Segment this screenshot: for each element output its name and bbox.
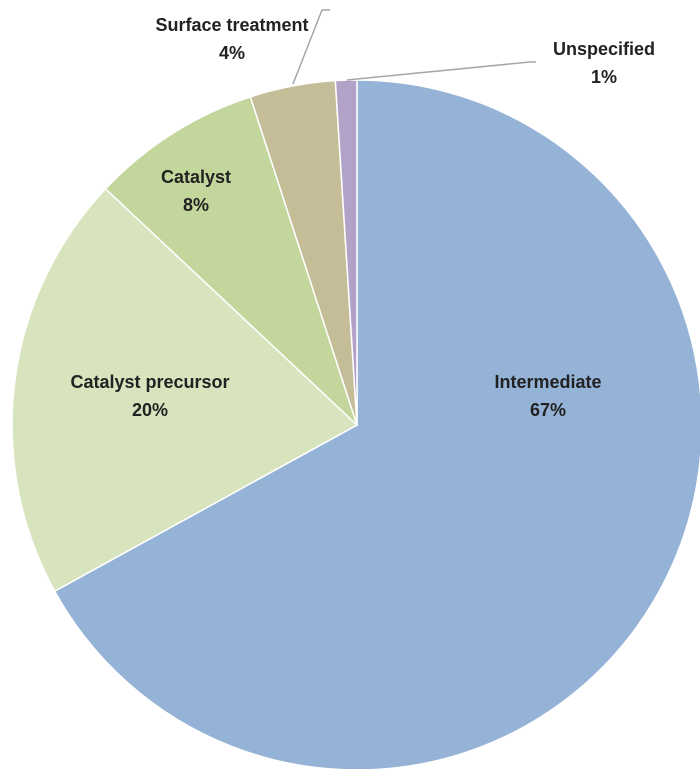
slice-label: Surface treatment (155, 15, 308, 35)
pie-slice (104, 95, 358, 426)
slice-value-label: 67% (530, 400, 566, 420)
slice-value-label: 8% (183, 195, 209, 215)
pie-slice (334, 79, 358, 426)
slice-label: Catalyst precursor (70, 372, 229, 392)
slice-value-label: 1% (591, 67, 617, 87)
slice-label: Catalyst (161, 167, 231, 187)
pie-slice (53, 79, 700, 769)
slice-value-label: 4% (219, 43, 245, 63)
leader-line (292, 9, 330, 85)
pie-slice (11, 187, 359, 593)
slice-label: Intermediate (494, 372, 601, 392)
leader-line (346, 61, 536, 81)
slice-value-label: 20% (132, 400, 168, 420)
slice-label: Unspecified (553, 39, 655, 59)
